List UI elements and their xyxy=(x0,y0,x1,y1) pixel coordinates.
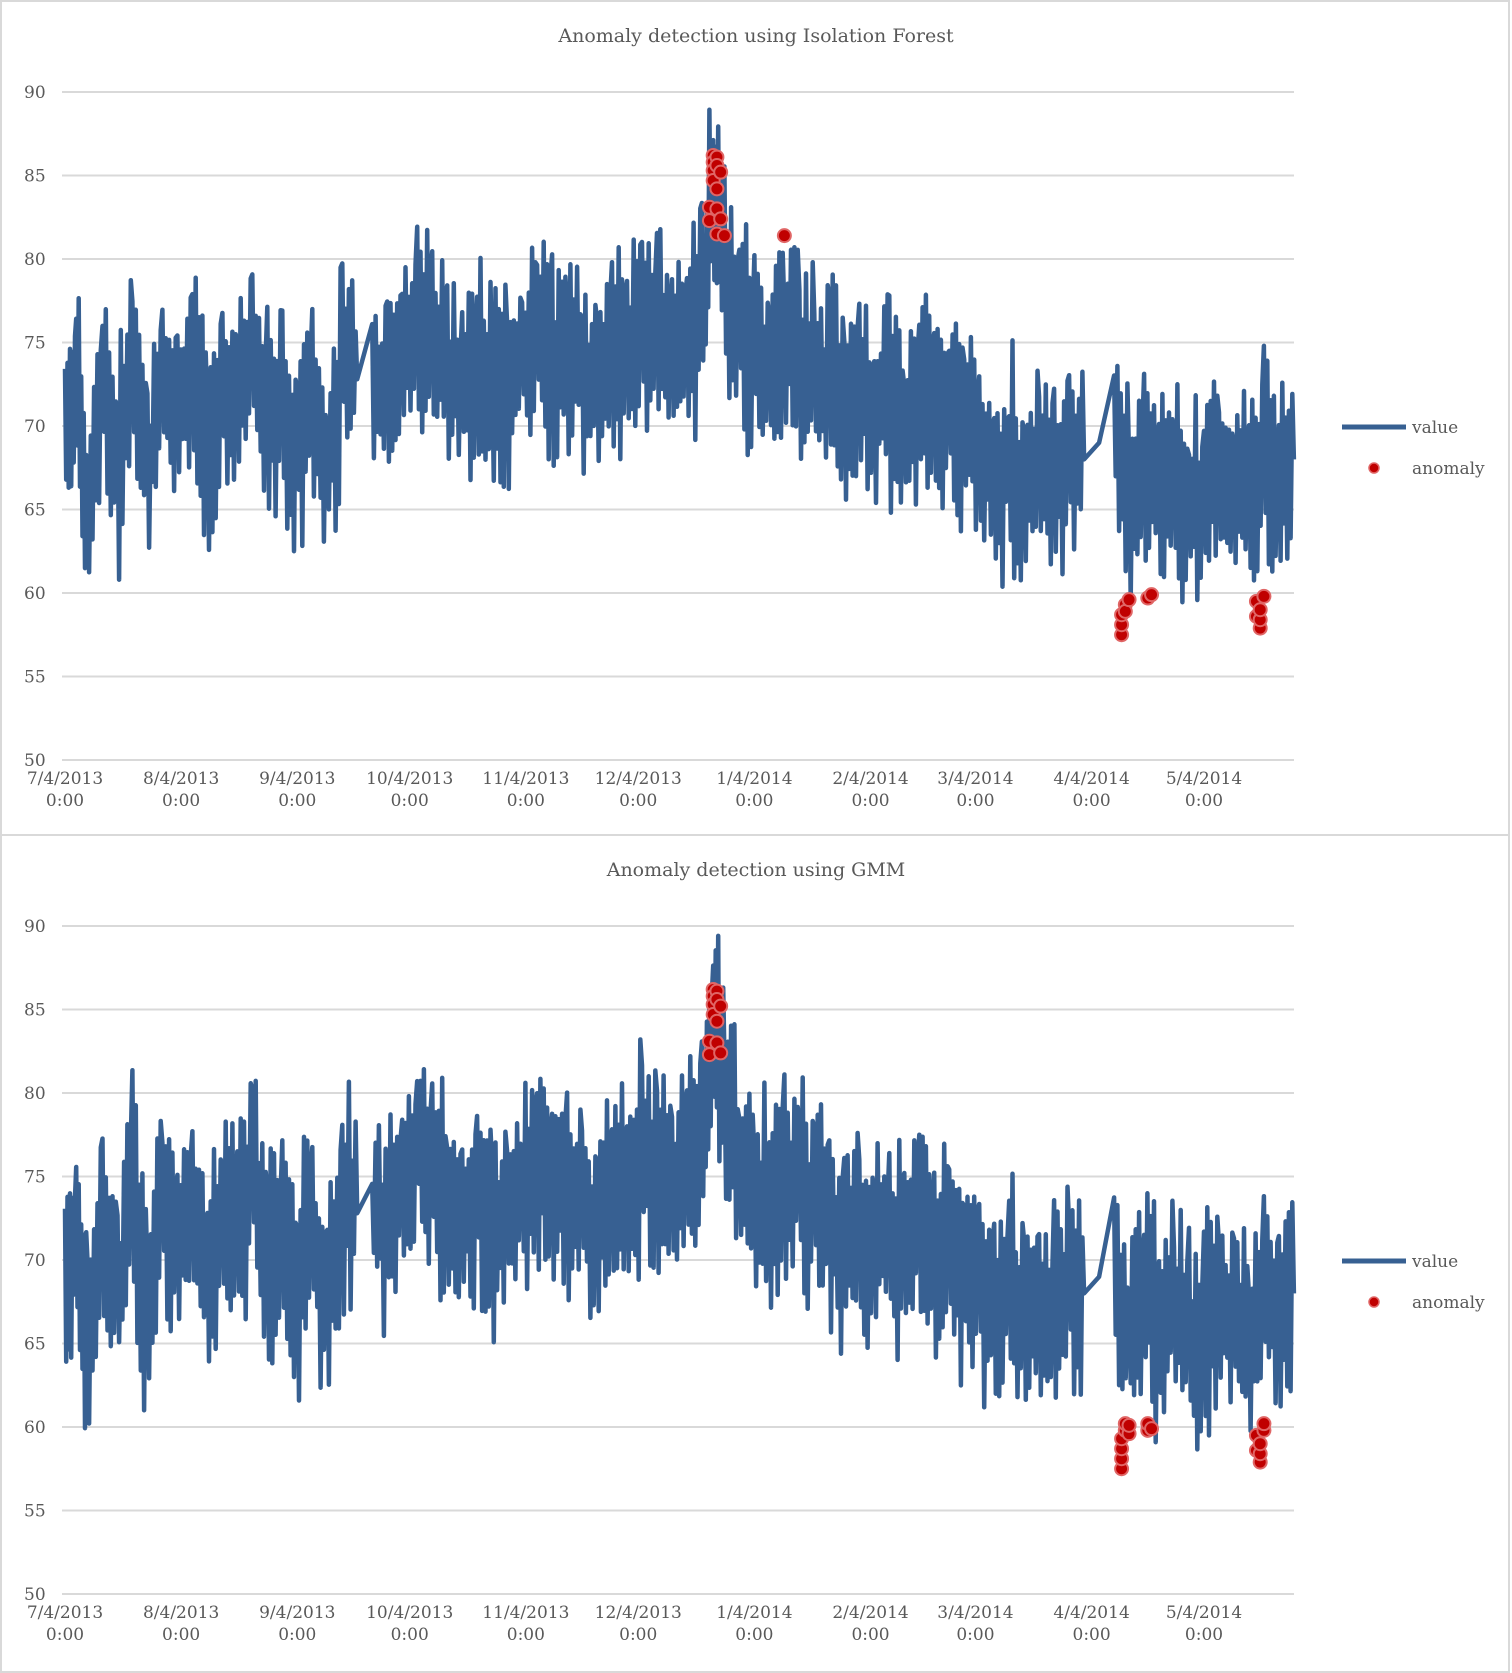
anomaly-point xyxy=(1252,1436,1268,1452)
legend-label-value: value xyxy=(1411,1252,1458,1272)
x-tick-label: 7/4/2013 xyxy=(27,1603,103,1623)
anomaly-point xyxy=(709,181,725,197)
x-tick-label-time: 0:00 xyxy=(851,791,889,811)
x-tick-label-time: 0:00 xyxy=(956,1625,994,1645)
x-tick-label: 10/4/2013 xyxy=(366,769,453,789)
series-line-value xyxy=(62,933,1297,1452)
legend-label-anomaly: anomaly xyxy=(1412,459,1485,479)
x-tick-label-time: 0:00 xyxy=(851,1625,889,1645)
y-tick-label: 90 xyxy=(24,917,46,937)
y-tick-label: 55 xyxy=(24,668,46,688)
anomaly-point xyxy=(713,164,729,180)
x-tick-label: 10/4/2013 xyxy=(366,1603,453,1623)
x-tick-label: 7/4/2013 xyxy=(27,769,103,789)
y-tick-label: 75 xyxy=(24,334,46,354)
y-tick-label: 65 xyxy=(24,501,46,521)
anomaly-point xyxy=(1121,1417,1137,1433)
x-tick-label: 3/4/2014 xyxy=(937,1603,1013,1623)
y-tick-label: 65 xyxy=(24,1335,46,1355)
anomaly-point xyxy=(716,228,732,244)
x-tick-label: 4/4/2014 xyxy=(1053,769,1129,789)
y-tick-label: 50 xyxy=(24,751,46,771)
x-tick-label-time: 0:00 xyxy=(1185,1625,1223,1645)
chart-panel-isolation-forest: Anomaly detection using Isolation Forest… xyxy=(0,0,1510,836)
x-tick-label-time: 0:00 xyxy=(162,1625,200,1645)
x-tick-label-time: 0:00 xyxy=(619,1625,657,1645)
anomaly-point xyxy=(1144,587,1160,603)
x-tick-label: 11/4/2013 xyxy=(482,769,569,789)
x-tick-label: 9/4/2013 xyxy=(259,769,335,789)
anomaly-point xyxy=(713,211,729,227)
anomaly-point xyxy=(776,228,792,244)
x-tick-label: 1/4/2014 xyxy=(716,769,792,789)
x-tick-label-time: 0:00 xyxy=(46,1625,84,1645)
legend-swatch-anomaly xyxy=(1368,462,1380,474)
y-tick-label: 75 xyxy=(24,1168,46,1188)
chart-svg-gmm: Anomaly detection using GMM 90 85 80 75 70 65 6… xyxy=(24,859,1485,1645)
x-tick-label-time: 0:00 xyxy=(507,1625,545,1645)
x-tick-label-time: 0:00 xyxy=(46,791,84,811)
y-tick-label: 70 xyxy=(24,417,46,437)
x-tick-label: 8/4/2013 xyxy=(143,1603,219,1623)
y-tick-label: 55 xyxy=(24,1502,46,1522)
x-tick-label-time: 0:00 xyxy=(1185,791,1223,811)
y-tick-label: 85 xyxy=(24,167,46,187)
x-tick-label: 11/4/2013 xyxy=(482,1603,569,1623)
anomaly-point xyxy=(1252,602,1268,618)
chart-panel-gmm: Anomaly detection using GMM 90 85 80 75 70 65 6… xyxy=(0,834,1510,1673)
legend: value anomaly xyxy=(1342,1252,1485,1313)
anomaly-point xyxy=(713,998,729,1014)
x-tick-label: 12/4/2013 xyxy=(595,769,682,789)
x-tick-label-time: 0:00 xyxy=(735,1625,773,1645)
x-tick-label: 2/4/2014 xyxy=(832,769,908,789)
chart-title: Anomaly detection using Isolation Forest xyxy=(557,25,954,47)
anomaly-point xyxy=(1256,588,1272,604)
x-tick-label: 9/4/2013 xyxy=(259,1603,335,1623)
anomaly-point xyxy=(1256,1416,1272,1432)
x-tick-label-time: 0:00 xyxy=(956,791,994,811)
x-tick-label: 3/4/2014 xyxy=(937,769,1013,789)
x-tick-label: 4/4/2014 xyxy=(1053,1603,1129,1623)
y-tick-label: 80 xyxy=(24,1084,46,1104)
x-tick-label-time: 0:00 xyxy=(507,791,545,811)
x-tick-label: 12/4/2013 xyxy=(595,1603,682,1623)
legend-label-value: value xyxy=(1411,418,1458,438)
series-line-value xyxy=(62,107,1297,605)
x-tick-label: 5/4/2014 xyxy=(1166,769,1242,789)
x-tick-label: 5/4/2014 xyxy=(1166,1603,1242,1623)
x-tick-label: 8/4/2013 xyxy=(143,769,219,789)
x-tick-label-time: 0:00 xyxy=(278,791,316,811)
x-tick-label: 1/4/2014 xyxy=(716,1603,792,1623)
x-tick-label-time: 0:00 xyxy=(619,791,657,811)
y-tick-label: 60 xyxy=(24,584,46,604)
chart-svg-isolation-forest: Anomaly detection using Isolation Forest… xyxy=(24,25,1485,811)
plot-area xyxy=(62,107,1297,643)
y-tick-label: 80 xyxy=(24,250,46,270)
x-tick-label-time: 0:00 xyxy=(391,791,429,811)
x-tick-label-time: 0:00 xyxy=(735,791,773,811)
legend: value anomaly xyxy=(1342,418,1485,479)
y-tick-label: 70 xyxy=(24,1251,46,1271)
chart-title: Anomaly detection using GMM xyxy=(606,859,906,881)
x-tick-label-time: 0:00 xyxy=(1073,791,1111,811)
anomaly-point xyxy=(709,1013,725,1029)
y-tick-label: 60 xyxy=(24,1418,46,1438)
x-tick-label-time: 0:00 xyxy=(278,1625,316,1645)
x-tick-label-time: 0:00 xyxy=(162,791,200,811)
x-tick-label: 2/4/2014 xyxy=(832,1603,908,1623)
anomaly-point xyxy=(713,1045,729,1061)
y-tick-label: 50 xyxy=(24,1585,46,1605)
anomaly-point xyxy=(1121,592,1137,608)
y-tick-label: 85 xyxy=(24,1001,46,1021)
plot-area xyxy=(62,933,1297,1477)
x-tick-label-time: 0:00 xyxy=(391,1625,429,1645)
x-tick-label-time: 0:00 xyxy=(1073,1625,1111,1645)
y-tick-label: 90 xyxy=(24,83,46,103)
anomaly-point xyxy=(1144,1421,1160,1437)
legend-swatch-anomaly xyxy=(1368,1296,1380,1308)
legend-label-anomaly: anomaly xyxy=(1412,1293,1485,1313)
